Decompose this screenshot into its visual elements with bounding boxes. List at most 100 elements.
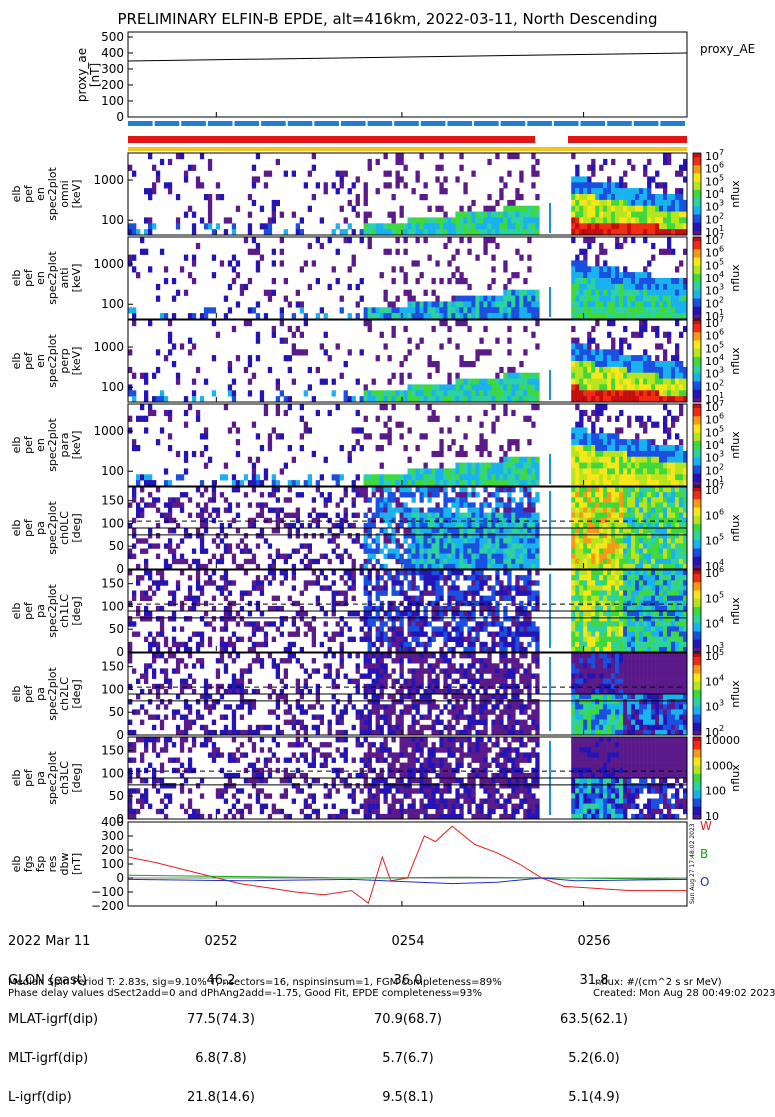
spectrogram-cell <box>176 474 180 480</box>
spectrogram-cell <box>280 390 284 396</box>
spectrogram-cell <box>591 497 595 502</box>
spectrogram-cell <box>487 194 491 200</box>
spectrogram-cell <box>583 468 587 474</box>
spectrogram-cell <box>635 332 639 338</box>
spectrogram-cell <box>455 217 459 223</box>
spectrogram-cell <box>380 591 384 596</box>
spectrogram-cell <box>248 307 252 313</box>
spectrogram-cell <box>655 492 659 497</box>
spectrogram-cell <box>364 182 368 188</box>
spectrogram-cell <box>152 480 156 486</box>
spectrogram-cell <box>392 474 396 480</box>
spectrogram-cell <box>224 616 228 621</box>
spectrogram-cell <box>583 379 587 385</box>
spectrogram-cell <box>376 487 380 492</box>
spectrogram-cell <box>595 554 599 559</box>
spectrogram-cell <box>579 223 583 229</box>
spectrogram-cell <box>619 410 623 416</box>
spectrogram-cell <box>200 182 204 188</box>
spectrogram-cell <box>523 390 527 396</box>
spectrogram-cell <box>499 549 503 554</box>
spectrogram-cell <box>435 367 439 373</box>
spectrogram-cell <box>224 626 228 631</box>
spectrogram-cell <box>424 182 428 188</box>
spectrogram-cell <box>571 513 575 518</box>
spectrogram-cell <box>304 313 308 319</box>
spectrogram-cell <box>459 480 463 486</box>
spectrogram-cell <box>631 518 635 523</box>
spectrogram-cell <box>611 543 615 548</box>
spectrogram-cell <box>531 171 535 177</box>
spectrogram-cell <box>447 223 451 229</box>
spectrogram-cell <box>424 384 428 390</box>
spectrogram-cell <box>667 284 671 290</box>
spectrogram-cell <box>503 260 507 266</box>
spectrogram-cell <box>671 249 675 255</box>
spectrogram-cell <box>396 647 400 652</box>
spectrogram-cell <box>348 585 352 590</box>
spectrogram-cell <box>364 559 368 564</box>
spectrogram-cell <box>635 497 639 502</box>
spectrogram-cell <box>248 502 252 507</box>
spectrogram-cell <box>408 480 412 486</box>
spectrogram-cell <box>587 433 591 439</box>
spectrogram-cell <box>535 533 539 538</box>
spectrogram-cell <box>352 427 356 433</box>
spectrogram-cell <box>396 626 400 631</box>
spectrogram-cell <box>627 313 631 319</box>
spectrogram-cell <box>384 591 388 596</box>
spectrogram-cell <box>435 296 439 302</box>
spectrogram-cell <box>635 439 639 445</box>
spectrogram-cell <box>579 451 583 457</box>
spectrogram-cell <box>136 564 140 569</box>
spectrogram-cell <box>420 528 424 533</box>
spectrogram-cell <box>380 492 384 497</box>
spectrogram-cell <box>495 508 499 513</box>
spectrogram-cell <box>184 533 188 538</box>
spectrogram-cell <box>627 538 631 543</box>
spectrogram-cell <box>196 647 200 652</box>
spectrogram-cell <box>260 513 264 518</box>
spectrogram-cell <box>639 326 643 332</box>
spectrogram-cell <box>619 513 623 518</box>
spectrogram-cell <box>579 384 583 390</box>
spectrogram-cell <box>603 468 607 474</box>
spectrogram-cell <box>655 396 659 402</box>
spectrogram-cell <box>360 349 364 355</box>
spectrogram-cell <box>603 355 607 361</box>
spectrogram-cell <box>356 284 360 290</box>
spectrogram-cell <box>471 171 475 177</box>
spectrogram-cell <box>388 523 392 528</box>
spectrogram-cell <box>619 361 623 367</box>
spectrogram-cell <box>412 260 416 266</box>
spectrogram-cell <box>224 606 228 611</box>
colorbar-tick-base: 10 <box>705 342 719 355</box>
spectrogram-cell <box>535 320 539 326</box>
spectrogram-cell <box>463 433 467 439</box>
spectrogram-cell <box>647 313 651 319</box>
spectrogram-cell <box>328 559 332 564</box>
spectrogram-cell <box>184 528 188 533</box>
spectrogram-cell <box>471 223 475 229</box>
spectrogram-cell <box>475 528 479 533</box>
spectrogram-cell <box>615 188 619 194</box>
spectrogram-cell <box>360 278 364 284</box>
spectrogram-cell <box>292 513 296 518</box>
spectrogram-cell <box>408 559 412 564</box>
spectrogram-cell <box>635 272 639 278</box>
spectrogram-cell <box>396 422 400 428</box>
spectrogram-cell <box>655 229 659 235</box>
spectrogram-cell <box>607 278 611 284</box>
spectrogram-cell <box>659 200 663 206</box>
spectrogram-cell <box>527 212 531 218</box>
spectrogram-cell <box>224 621 228 626</box>
spectrogram-cell <box>639 313 643 319</box>
colorbar-tick-exp: 3 <box>719 366 724 375</box>
spectrogram-cell <box>583 272 587 278</box>
spectrogram-cell <box>340 559 344 564</box>
spectrogram-cell <box>424 564 428 569</box>
spectrogram-cell <box>288 523 292 528</box>
spectrogram-cell <box>615 307 619 313</box>
spectrogram-cell <box>471 384 475 390</box>
spectrogram-cell <box>579 390 583 396</box>
